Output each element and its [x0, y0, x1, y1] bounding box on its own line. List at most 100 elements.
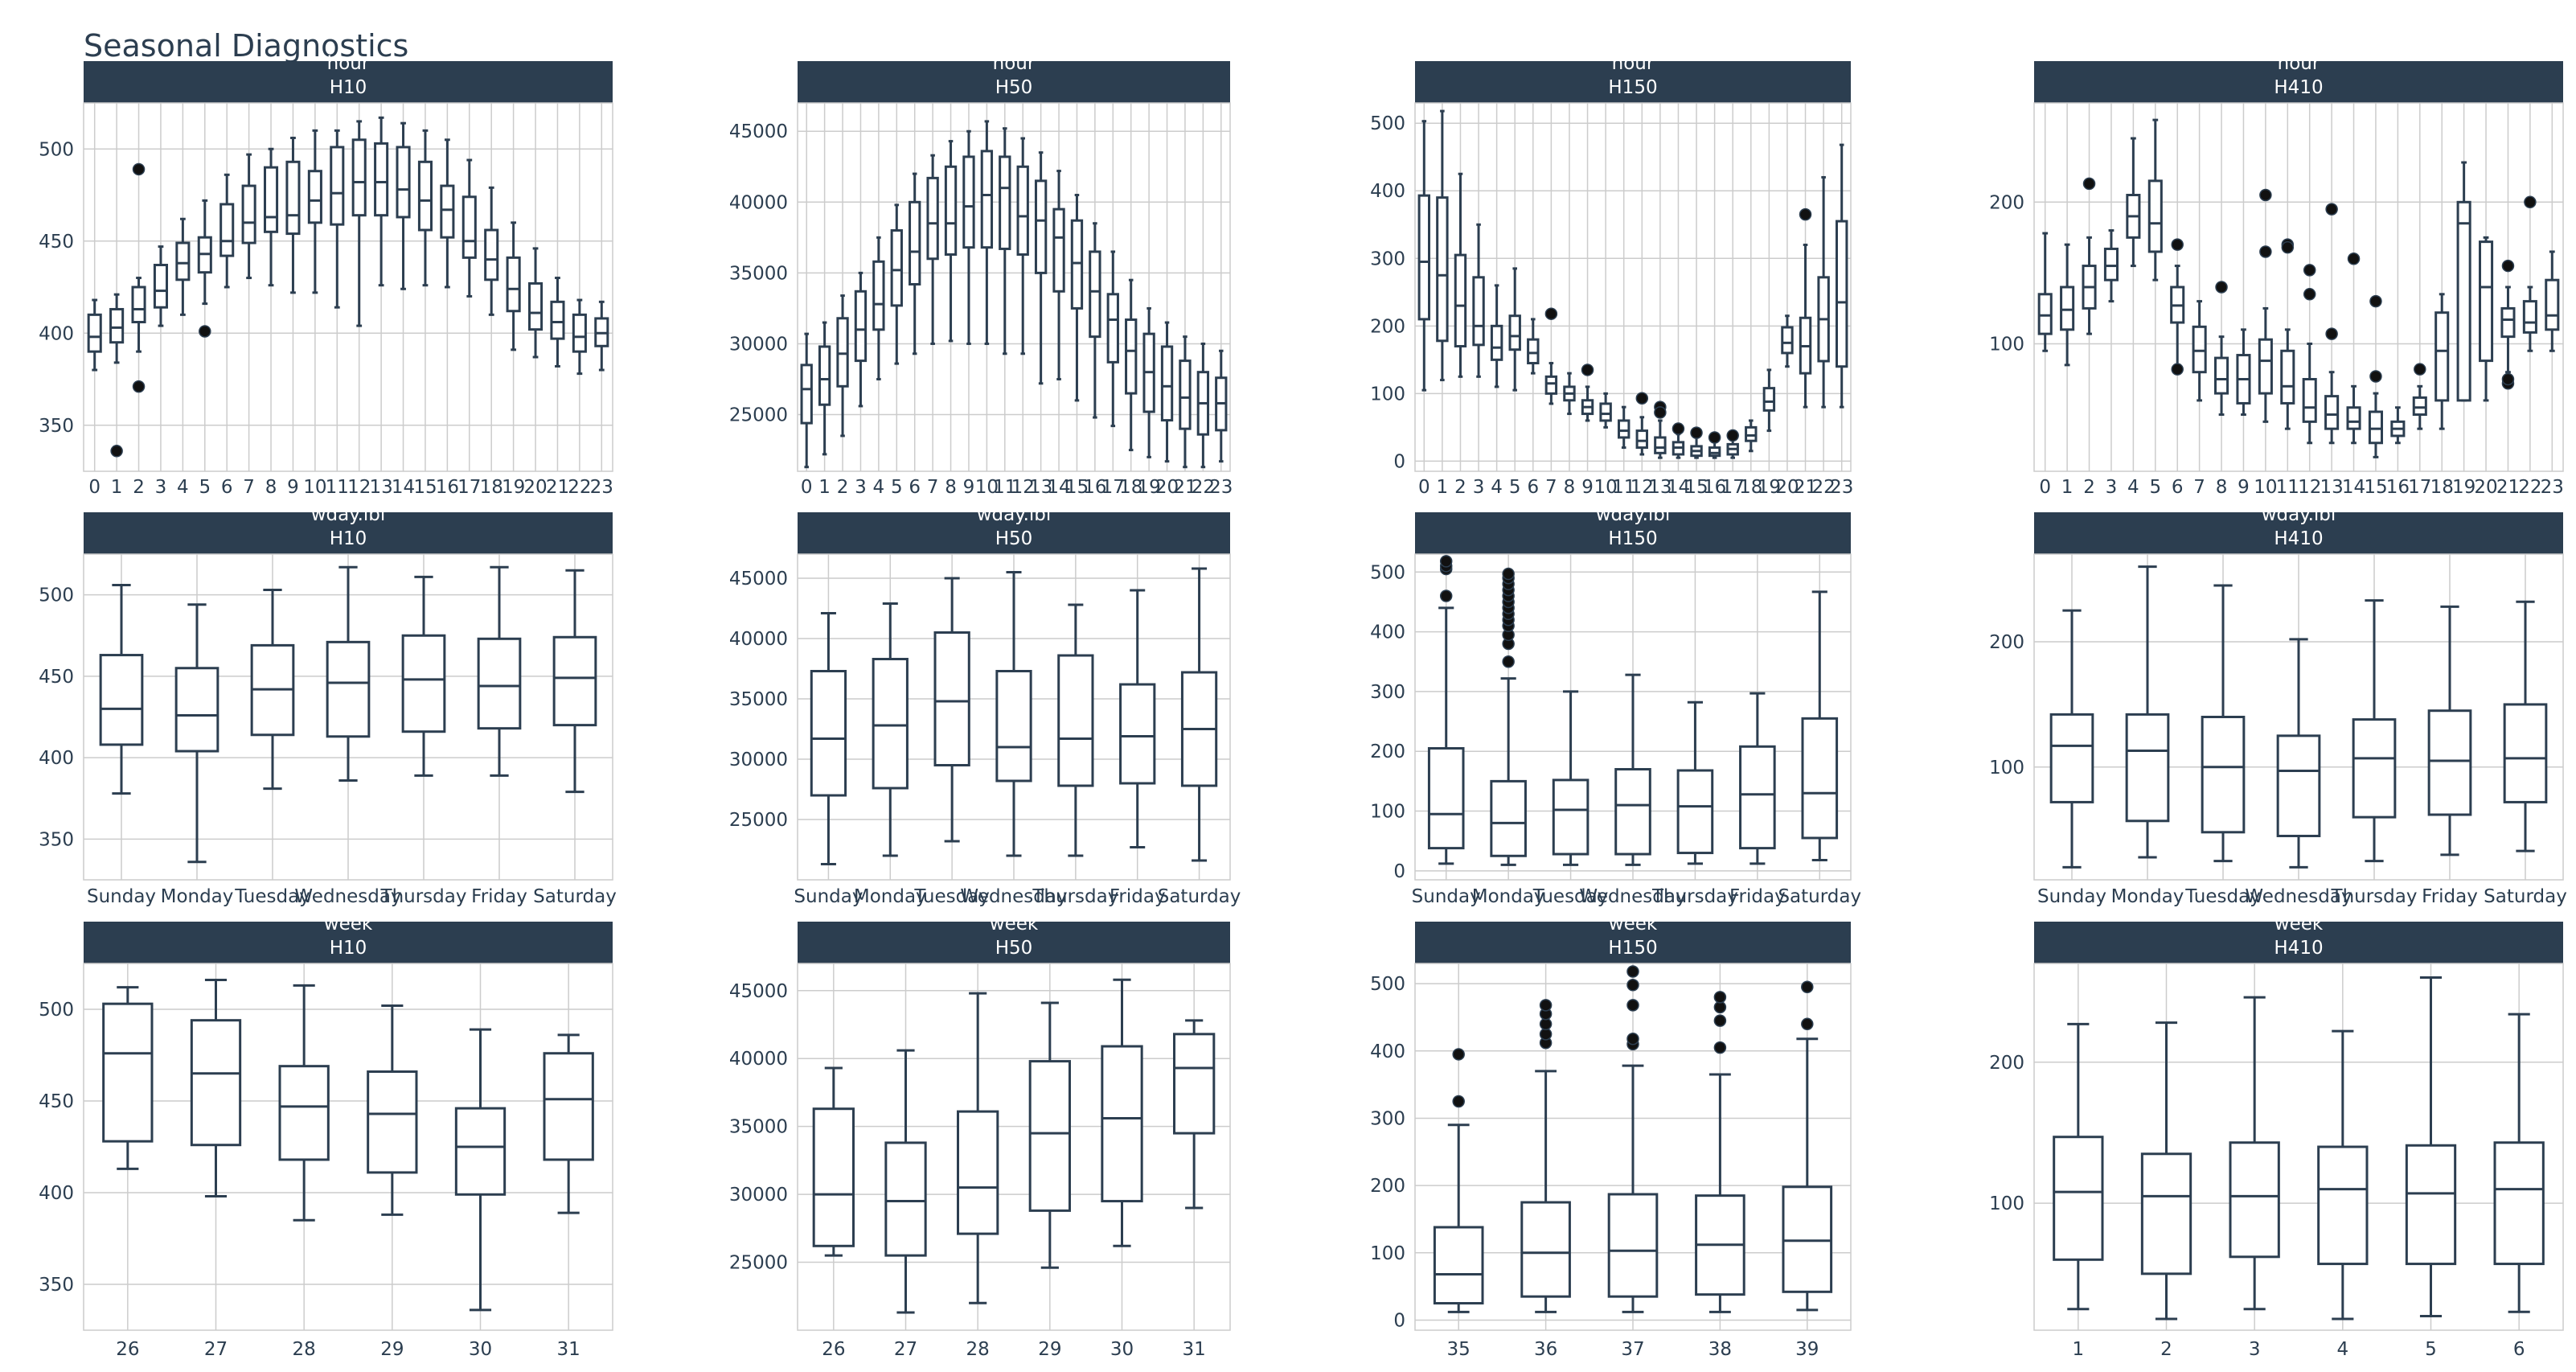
x-tick-label: 39	[1795, 1339, 1819, 1360]
x-tick-label: Sunday	[1412, 886, 1481, 907]
y-tick-label: 300	[1370, 249, 1405, 269]
x-tick-label: Saturday	[533, 886, 617, 907]
x-tick-label: 20	[1775, 477, 1799, 498]
box-iqr	[1607, 1193, 1659, 1298]
x-tick-label: 14	[1047, 477, 1070, 498]
facet-strip	[2034, 922, 2563, 963]
y-tick-label: 400	[39, 1183, 74, 1204]
box	[401, 575, 446, 777]
outlier-point	[1654, 406, 1667, 419]
x-tick-label: 18	[2430, 477, 2454, 498]
box-iqr	[2276, 734, 2321, 837]
y-tick-label: 100	[1370, 1243, 1405, 1264]
box	[2545, 250, 2560, 352]
x-tick-label: 1	[1437, 477, 1449, 498]
box	[1016, 137, 1029, 355]
box	[1544, 307, 1558, 405]
box	[2346, 253, 2361, 445]
y-tick-label: 40000	[729, 1049, 788, 1070]
x-tick-label: Friday	[2422, 886, 2478, 907]
box	[800, 332, 813, 469]
y-tick-label: 200	[1370, 316, 1405, 337]
x-tick-label: Monday	[161, 886, 234, 907]
box	[2493, 1013, 2545, 1313]
box	[1119, 589, 1156, 848]
facet-panel: wday.lbl H50 25000 30000 35000 40000 45000 Sund…	[729, 504, 1241, 907]
box-iqr	[1801, 717, 1839, 840]
x-tick-label: 1	[2061, 477, 2074, 498]
x-tick-label: 22	[2518, 477, 2541, 498]
box-iqr	[1106, 293, 1119, 364]
box	[2236, 328, 2251, 417]
x-tick-label: 13	[2320, 477, 2343, 498]
box	[2427, 605, 2472, 856]
box	[2368, 294, 2383, 458]
box	[1034, 151, 1048, 385]
outlier-point	[2369, 370, 2382, 383]
outlier-point	[110, 445, 123, 458]
facet-series-label: H50	[995, 77, 1033, 98]
facet-series-label: H410	[2274, 938, 2323, 959]
box-iqr	[2456, 200, 2471, 402]
box-iqr	[351, 138, 367, 217]
box-iqr	[1472, 276, 1485, 347]
x-tick-label: 10	[1594, 477, 1617, 498]
box	[854, 271, 868, 408]
x-tick-label: 30	[1110, 1339, 1134, 1360]
box-iqr	[1070, 219, 1084, 310]
facet-panel: week H150 0 100 200 300 400 500 35 36 37 38 39	[1370, 914, 1852, 1360]
box-iqr	[2500, 306, 2516, 339]
facet-variable-label: wday.lbl	[2262, 504, 2336, 525]
x-tick-label: Saturday	[2484, 886, 2567, 907]
box-iqr	[1835, 220, 1848, 368]
x-tick-label: 17	[1721, 477, 1745, 498]
box-iqr	[1427, 747, 1465, 850]
y-tick-label: 0	[1393, 451, 1405, 472]
x-tick-label: 22	[568, 477, 591, 498]
box	[2258, 188, 2273, 423]
x-tick-label: 9	[963, 477, 975, 498]
box-iqr	[2368, 410, 2383, 445]
box	[87, 298, 102, 372]
box	[1527, 318, 1540, 375]
y-tick-label: 45000	[729, 569, 788, 589]
box	[2352, 599, 2397, 863]
x-tick-label: 16	[436, 477, 459, 498]
box	[102, 986, 154, 1170]
box	[153, 245, 168, 327]
box	[109, 293, 125, 458]
outlier-point	[2369, 294, 2382, 308]
x-tick-label: 1	[2073, 1339, 2085, 1360]
box	[999, 127, 1011, 355]
box-iqr	[326, 640, 371, 738]
y-tick-label: 35000	[729, 689, 788, 710]
box	[1563, 372, 1576, 416]
x-tick-label: 26	[822, 1339, 845, 1360]
box	[1835, 143, 1848, 409]
box	[2390, 406, 2406, 445]
box	[374, 116, 389, 287]
y-tick-label: 45000	[729, 981, 788, 1002]
x-tick-label: Monday	[854, 886, 927, 907]
outlier-point	[1626, 999, 1639, 1012]
box-iqr	[99, 654, 144, 746]
box	[1607, 965, 1659, 1313]
panel-border	[83, 963, 613, 1331]
box	[884, 1049, 927, 1314]
box-iqr	[1490, 324, 1503, 361]
outlier-point	[1439, 555, 1453, 568]
box	[926, 154, 939, 345]
x-tick-label: Sunday	[794, 886, 863, 907]
box-iqr	[2493, 1141, 2545, 1266]
y-tick-label: 200	[1370, 1176, 1405, 1197]
x-tick-label: 14	[2342, 477, 2365, 498]
box	[1781, 314, 1794, 368]
box-iqr	[2229, 1141, 2280, 1259]
y-tick-label: 450	[39, 667, 74, 688]
box-iqr	[2049, 713, 2094, 803]
x-tick-label: 0	[801, 477, 813, 498]
y-tick-label: 25000	[729, 1253, 788, 1274]
box	[241, 153, 256, 280]
box-iqr	[1490, 779, 1527, 857]
